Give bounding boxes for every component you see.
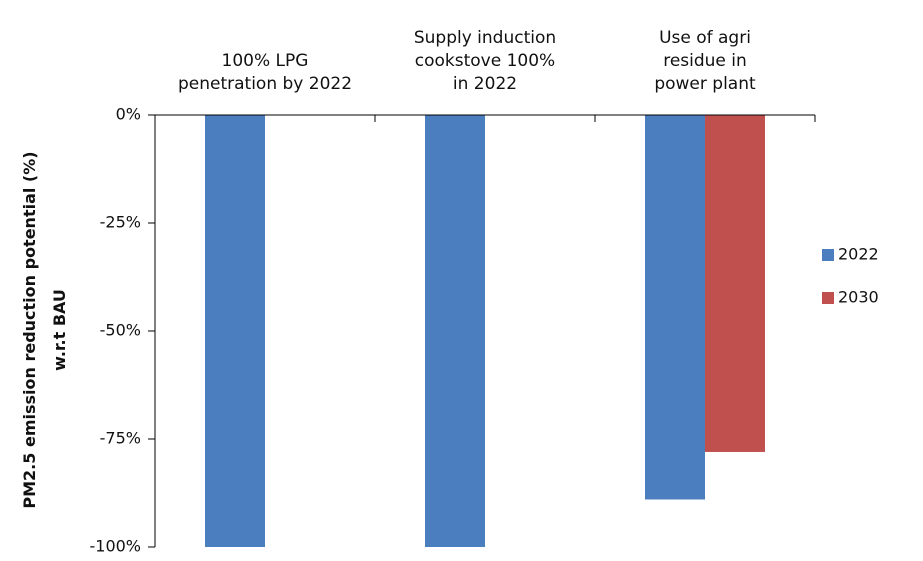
y-tick-label: -100% bbox=[89, 537, 141, 556]
bar bbox=[425, 115, 485, 547]
legend-swatch bbox=[822, 249, 834, 261]
bar bbox=[205, 115, 265, 547]
y-axis-title: PM2.5 emission reduction potential (%) w… bbox=[20, 151, 69, 509]
legend-label: 2030 bbox=[838, 288, 879, 307]
y-tick-label: -25% bbox=[100, 213, 141, 232]
x-tick-label: Supply induction cookstove 100% in 2022 bbox=[413, 28, 557, 94]
bar bbox=[645, 115, 705, 500]
y-tick-label: -50% bbox=[100, 321, 141, 340]
legend-swatch bbox=[822, 292, 834, 304]
x-tick-label: 100% LPG penetration by 2022 bbox=[177, 51, 353, 94]
bar bbox=[705, 115, 765, 452]
y-tick-label: 0% bbox=[116, 105, 141, 124]
x-tick-label: Use of agri residue in power plant bbox=[654, 28, 756, 94]
y-tick-label: -75% bbox=[100, 429, 141, 448]
legend-label: 2022 bbox=[838, 245, 879, 264]
